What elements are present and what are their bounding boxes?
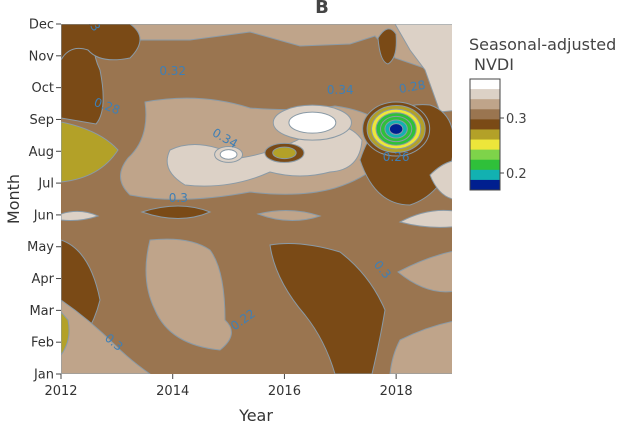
y-tick-label: Feb [31, 336, 54, 351]
x-axis-title: Year [238, 406, 273, 423]
colorbar-swatches [470, 79, 500, 191]
colorbar-swatch [470, 109, 500, 120]
contour-region [377, 28, 397, 65]
contour-label: 0.3 [169, 191, 188, 205]
contour-features [214, 101, 431, 163]
contour-label: 0.26 [383, 150, 410, 164]
contour-region [140, 205, 212, 219]
colorbar-swatch [470, 139, 500, 151]
panel-label: B [315, 0, 329, 18]
y-axis: Jan Feb Mar Apr May Jun Jul Aug Sep Oct Nov Dec [27, 18, 61, 383]
y-tick-label: Sep [29, 113, 54, 128]
contour-region [145, 238, 232, 351]
contour-region [398, 209, 452, 228]
contour-trough-ring [388, 123, 404, 135]
contour-region [397, 251, 452, 293]
contour-label: 0.34 [327, 83, 354, 97]
x-tick-label: 2018 [380, 384, 413, 399]
y-tick-label: Jun [33, 208, 54, 223]
colorbar-frame [469, 78, 501, 191]
colorbar-title-line2: NVDI [474, 55, 514, 74]
contour-region [61, 210, 100, 221]
contour-region [99, 24, 452, 71]
colorbar-swatch [470, 99, 500, 110]
contour-label: 0.28 [398, 78, 427, 96]
x-axis: 2012 2014 2016 2018 [44, 374, 413, 399]
contour-region [166, 125, 363, 187]
contour-label: 0.32 [159, 64, 186, 78]
colorbar-swatch [470, 79, 500, 90]
y-tick-label: May [27, 240, 54, 255]
colorbar-swatch [470, 169, 500, 181]
x-tick-label: 2014 [156, 384, 189, 399]
contour-trough-ring [272, 146, 297, 160]
colorbar-tick-label: 0.3 [506, 112, 527, 127]
contour-peak-ring [288, 111, 337, 134]
x-tick-label: 2016 [268, 384, 301, 399]
y-tick-label: Mar [29, 304, 54, 319]
contour-region [269, 243, 386, 374]
colorbar-title-line1: Seasonal-adjusted [469, 35, 616, 54]
colorbar-swatch [470, 89, 500, 100]
y-tick-label: Dec [29, 18, 54, 33]
colorbar-swatch [470, 149, 500, 161]
contour-region [389, 321, 452, 374]
colorbar-swatch [470, 179, 500, 191]
y-axis-title: Month [4, 174, 23, 224]
y-tick-label: Aug [29, 145, 54, 160]
contour-region [61, 121, 119, 183]
y-tick-label: Jan [33, 368, 54, 383]
contour-region [61, 311, 70, 356]
y-tick-label: Jul [37, 177, 54, 192]
contour-label: 0.3 [82, 10, 104, 34]
colorbar-swatch [470, 129, 500, 140]
contour-region [61, 24, 141, 62]
y-tick-label: Oct [32, 81, 54, 96]
plot-area: 0.30.320.340.280.340.280.260.30.30.220.3 [61, 10, 452, 374]
x-tick-label: 2012 [44, 384, 77, 399]
y-tick-label: Apr [32, 272, 55, 287]
contour-peak-ring [219, 149, 238, 160]
y-tick-label: Nov [29, 49, 55, 64]
contour-region [429, 160, 452, 200]
colorbar-swatch [470, 119, 500, 130]
contour-region [256, 210, 322, 222]
colorbar: Seasonal-adjusted NVDI 0.3 0.2 [469, 35, 616, 191]
contour-region [61, 299, 151, 374]
colorbar-tick-label: 0.2 [506, 167, 527, 182]
colorbar-swatch [470, 159, 500, 171]
